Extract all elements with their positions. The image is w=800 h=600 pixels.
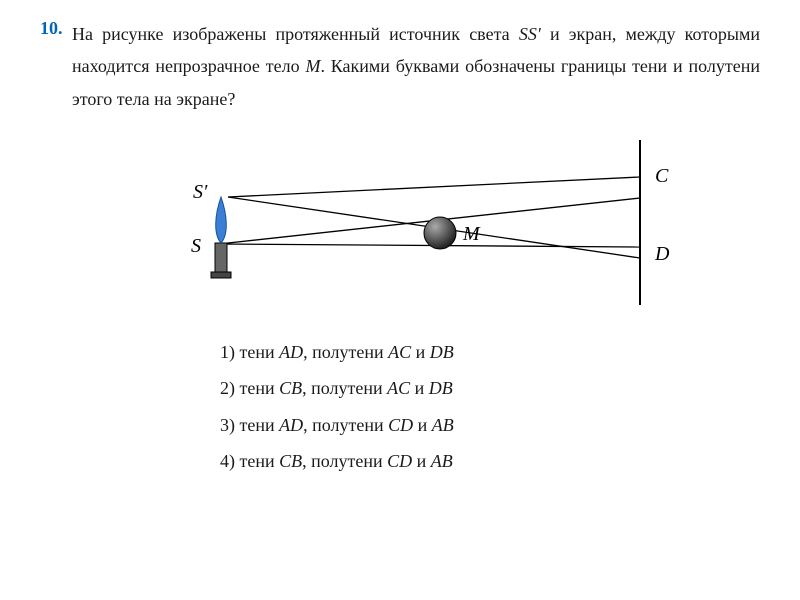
opt-and: и: [411, 342, 430, 362]
opt-a: CB: [279, 451, 302, 471]
opt-pre: тени: [235, 342, 279, 362]
answer-options: 1) тени AD, полутени AC и DB 2) тени CB,…: [220, 335, 760, 478]
option-1: 1) тени AD, полутени AC и DB: [220, 335, 760, 369]
opt-c: DB: [429, 378, 453, 398]
qtext-m: M: [305, 56, 320, 76]
option-num: 1): [220, 342, 235, 362]
label-s: S: [191, 235, 201, 257]
candle-body: [215, 243, 227, 273]
label-d: D: [654, 243, 670, 265]
option-num: 2): [220, 378, 235, 398]
qtext-part1: На рисунке изображены протяженный источн…: [72, 24, 519, 44]
opt-pre: тени: [235, 451, 279, 471]
label-m: M: [462, 223, 481, 245]
option-num: 3): [220, 415, 235, 435]
qtext-ss: SS′: [519, 24, 541, 44]
opt-mid: , полутени: [302, 451, 387, 471]
opt-a: AD: [279, 415, 303, 435]
label-c: C: [655, 165, 669, 187]
opaque-body-ball: [424, 217, 456, 249]
option-4: 4) тени CB, полутени CD и AB: [220, 444, 760, 478]
question-block: 10. На рисунке изображены протяженный ис…: [40, 18, 760, 115]
opt-mid: , полутени: [302, 378, 387, 398]
option-num: 4): [220, 451, 235, 471]
flame-icon: [216, 197, 227, 243]
opt-a: CB: [279, 378, 302, 398]
opt-and: и: [410, 378, 429, 398]
option-3: 3) тени AD, полутени CD и AB: [220, 408, 760, 442]
question-text: На рисунке изображены протяженный источн…: [72, 18, 760, 115]
opt-and: и: [413, 415, 432, 435]
opt-mid: , полутени: [303, 342, 388, 362]
label-s-prime: S′: [193, 181, 208, 203]
option-2: 2) тени CB, полутени AC и DB: [220, 371, 760, 405]
opt-mid: , полутени: [303, 415, 388, 435]
candle-holder: [211, 272, 231, 278]
opt-b: CD: [387, 451, 412, 471]
physics-diagram: S′ S M C D: [95, 140, 705, 315]
opt-c: AB: [431, 451, 453, 471]
opt-b: AC: [387, 378, 410, 398]
opt-pre: тени: [235, 378, 279, 398]
opt-a: AD: [279, 342, 303, 362]
opt-b: AC: [388, 342, 411, 362]
opt-b: CD: [388, 415, 413, 435]
opt-c: DB: [430, 342, 454, 362]
question-number: 10.: [40, 18, 63, 39]
opt-pre: тени: [235, 415, 279, 435]
opt-and: и: [412, 451, 431, 471]
page-container: 10. На рисунке изображены протяженный ис…: [0, 0, 800, 500]
ray-sprime-upper: [228, 177, 640, 197]
opt-c: AB: [432, 415, 454, 435]
